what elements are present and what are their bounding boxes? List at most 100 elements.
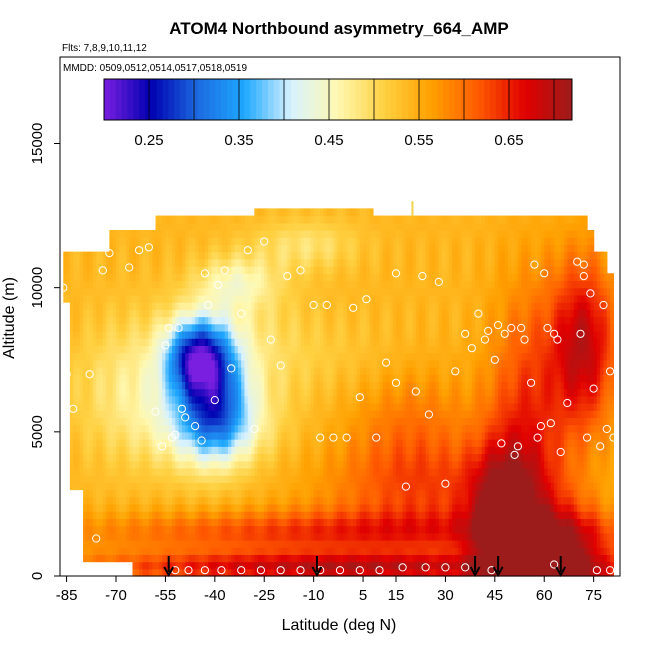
heatmap-cell [540, 381, 545, 390]
heatmap-cell [498, 482, 503, 491]
heatmap-cell [96, 532, 101, 541]
heatmap-cell [323, 547, 328, 555]
heatmap-cell [333, 503, 338, 512]
heatmap-cell [346, 525, 351, 534]
heatmap-cell [195, 525, 199, 534]
heatmap-cell [422, 554, 427, 563]
heatmap-cell [204, 352, 209, 361]
heatmap-cell [204, 475, 209, 483]
heatmap-cell [567, 417, 572, 426]
heatmap-cell [501, 561, 506, 570]
heatmap-cell [86, 511, 91, 519]
heatmap-cell [293, 547, 298, 555]
heatmap-cell [610, 359, 615, 368]
heatmap-cell [69, 410, 74, 419]
heatmap-cell [422, 403, 427, 411]
heatmap-cell [389, 539, 394, 548]
heatmap-cell [165, 539, 170, 548]
heatmap-cell [284, 539, 288, 548]
heatmap-cell [106, 511, 111, 519]
heatmap-cell [303, 561, 308, 570]
heatmap-cell [323, 431, 328, 440]
heatmap-cell [247, 539, 252, 548]
heatmap-cell [323, 496, 328, 505]
heatmap-cell [267, 561, 272, 570]
heatmap-cell [211, 511, 216, 519]
heatmap-cell [557, 439, 562, 447]
heatmap-cell [580, 511, 585, 519]
heatmap-cell [316, 388, 321, 397]
heatmap-cell [333, 489, 338, 498]
heatmap-cell [195, 475, 199, 483]
heatmap-cell [540, 410, 545, 419]
heatmap-cell [448, 431, 453, 440]
heatmap-cell [445, 532, 450, 541]
heatmap-cell [158, 496, 163, 505]
heatmap-cell [155, 417, 160, 426]
heatmap-cell [428, 352, 433, 361]
heatmap-cell [386, 359, 391, 368]
heatmap-cell [89, 388, 94, 397]
heatmap-cell [195, 453, 199, 462]
heatmap-cell [142, 496, 147, 505]
heatmap-cell [158, 489, 163, 498]
heatmap-cell [409, 352, 414, 361]
heatmap-cell [237, 503, 242, 512]
heatmap-cell [359, 561, 364, 570]
heatmap-cell [534, 446, 539, 455]
heatmap-cell [132, 496, 137, 505]
heatmap-cell [168, 453, 173, 462]
heatmap-cell [488, 453, 493, 462]
heatmap-cell [277, 439, 282, 447]
heatmap-cell [494, 496, 499, 505]
heatmap-cell [573, 532, 578, 541]
heatmap-cell [349, 431, 354, 440]
heatmap-cell [587, 503, 591, 512]
heatmap-cell [517, 388, 522, 397]
heatmap-cell [527, 381, 532, 390]
heatmap-cell [402, 431, 407, 440]
heatmap-cell [310, 482, 315, 491]
heatmap-cell [508, 532, 512, 541]
heatmap-cell [343, 366, 348, 375]
heatmap-cell [382, 352, 387, 361]
heatmap-cell [405, 359, 410, 368]
heatmap-cell [175, 460, 180, 469]
heatmap-cell [244, 446, 249, 455]
heatmap-cell [369, 568, 374, 577]
heatmap-cell [145, 431, 150, 440]
heatmap-cell [280, 561, 285, 570]
heatmap-cell [564, 374, 568, 382]
heatmap-cell [316, 547, 321, 555]
heatmap-cell [386, 539, 391, 548]
heatmap-cell [557, 518, 562, 527]
heatmap-cell [109, 532, 114, 541]
heatmap-cell [241, 482, 246, 491]
heatmap-cell [564, 359, 568, 368]
heatmap-cell [168, 475, 173, 483]
heatmap-cell [86, 431, 91, 440]
heatmap-cell [303, 489, 308, 498]
heatmap-cell [297, 453, 302, 462]
heatmap-cell [162, 352, 167, 361]
heatmap-cell [116, 366, 120, 375]
heatmap-cell [544, 359, 549, 368]
heatmap-cell [363, 381, 367, 390]
heatmap-cell [165, 388, 170, 397]
heatmap-cell [191, 489, 196, 498]
heatmap-cell [560, 547, 565, 555]
heatmap-cell [455, 366, 460, 375]
heatmap-cell [593, 467, 598, 476]
heatmap-cell [445, 554, 450, 563]
heatmap-cell [554, 395, 559, 404]
heatmap-cell [106, 503, 111, 512]
heatmap-cell [491, 496, 496, 505]
heatmap-cell [419, 439, 423, 447]
heatmap-cell [168, 410, 173, 419]
heatmap-cell [517, 482, 522, 491]
heatmap-cell [386, 381, 391, 390]
heatmap-cell [142, 539, 147, 548]
heatmap-cell [386, 525, 391, 534]
heatmap-cell [537, 453, 542, 462]
